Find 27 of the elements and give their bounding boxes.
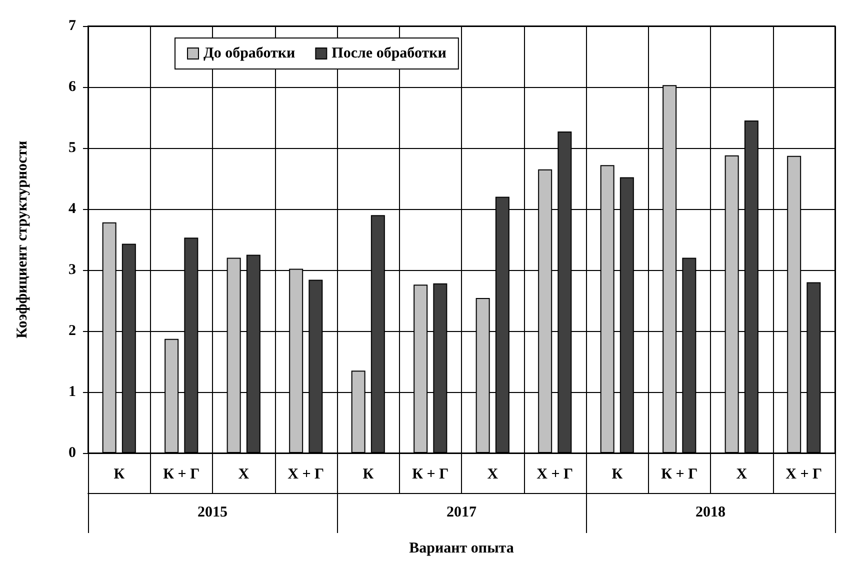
x-axis-title: Вариант опыта: [409, 540, 514, 556]
x-tick-label: Х + Г: [536, 466, 574, 482]
text: 2015: [198, 504, 228, 520]
text: 2017: [446, 504, 477, 520]
x-tick-label: Х: [736, 466, 748, 482]
y-tick-label: 0: [68, 445, 76, 461]
x-tick-label: Х: [487, 466, 498, 482]
x-tick-label: Х + Г: [786, 466, 822, 482]
y-tick-label: 7: [68, 18, 76, 34]
y-tick-label: 4: [68, 201, 76, 217]
legend-label: До обработки: [204, 46, 296, 62]
y-tick-label: 1: [68, 384, 76, 400]
x-tick-label: Х: [238, 466, 250, 482]
x-tick-label: К: [362, 466, 374, 482]
x-tick-label: К + Г: [661, 466, 698, 482]
text: 2018: [696, 504, 726, 520]
y-tick-label: 5: [68, 140, 76, 156]
x-tick-label: К + Г: [163, 466, 200, 482]
y-tick-label: 6: [68, 79, 76, 95]
x-tick-label: Х + Г: [288, 466, 324, 482]
x-tick-label: К + Г: [412, 466, 449, 482]
y-tick-label: 3: [68, 262, 76, 278]
y-axis-title: Коэффициент структурности: [14, 140, 30, 338]
x-tick-label: К: [114, 466, 125, 482]
x-tick-label: К: [612, 466, 623, 482]
legend-label: После обработки: [332, 46, 447, 62]
y-tick-label: 2: [68, 323, 76, 339]
